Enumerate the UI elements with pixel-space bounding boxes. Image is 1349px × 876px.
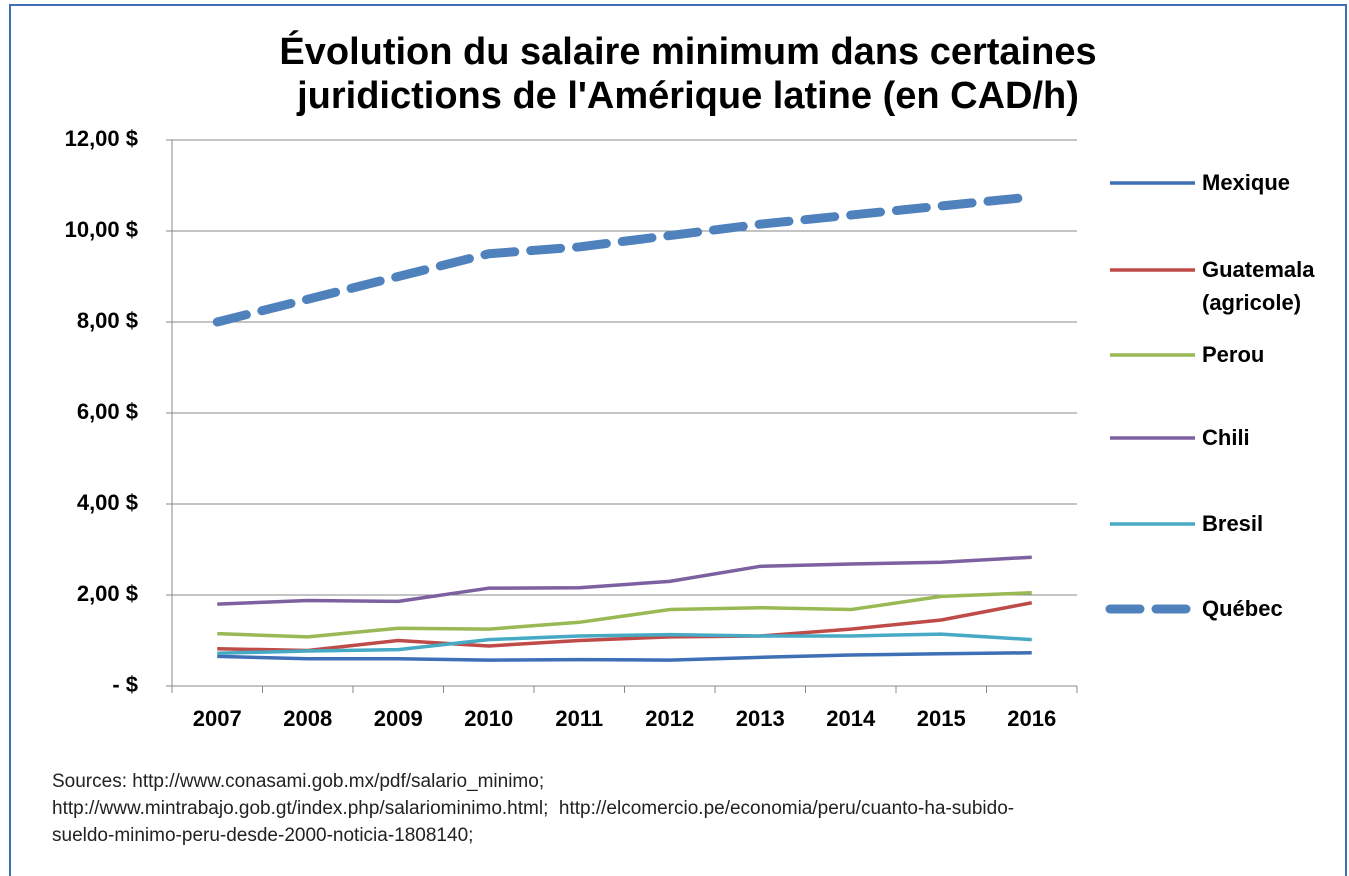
legend-label: Mexique: [1202, 170, 1291, 195]
x-tick-label: 2007: [193, 706, 242, 731]
x-tick-label: 2010: [464, 706, 513, 731]
legend-label: Perou: [1202, 342, 1265, 367]
y-tick-label: 4,00 $: [77, 490, 138, 515]
legend-label: Bresil: [1202, 511, 1264, 536]
frame: [9, 4, 1347, 876]
series-line: [217, 601, 1033, 653]
source-line: http://www.mintrabajo.gob.gt/index.php/s…: [52, 798, 1015, 819]
source-line: Sources: http://www.conasami.gob.mx/pdf/…: [52, 771, 545, 792]
x-tick-label: 2008: [283, 706, 332, 731]
series-line: [217, 651, 1032, 662]
x-tick-label: 2015: [917, 706, 966, 731]
x-tick-label: 2014: [826, 706, 876, 731]
x-tick-label: 2013: [736, 706, 785, 731]
series-line: [217, 590, 1032, 639]
legend-label: Québec: [1202, 596, 1283, 621]
source-line: sueldo-minimo-peru-desde-2000-noticia-18…: [52, 825, 474, 846]
y-tick-label: 2,00 $: [77, 581, 138, 606]
legend-label: Guatemala (agricole): [1202, 257, 1315, 315]
y-tick-label: 10,00 $: [65, 217, 138, 242]
y-tick-label: 6,00 $: [77, 399, 138, 424]
x-tick-label: 2016: [1007, 706, 1056, 731]
sources: Sources: http://www.conasami.gob.mx/pdf/…: [52, 768, 1014, 849]
x-tick-label: 2012: [645, 706, 694, 731]
chart-title: Évolution du salaire minimum dans certai…: [279, 31, 1097, 117]
series-line: [217, 632, 1032, 655]
series-line: [212, 192, 1037, 327]
y-tick-label: - $: [112, 672, 138, 697]
x-tick-label: 2009: [374, 706, 423, 731]
y-tick-label: 8,00 $: [77, 308, 138, 333]
series-line: [217, 555, 1032, 606]
x-tick-label: 2011: [555, 706, 603, 731]
legend-label: Chili: [1202, 425, 1250, 450]
y-tick-label: 12,00 $: [65, 126, 138, 151]
